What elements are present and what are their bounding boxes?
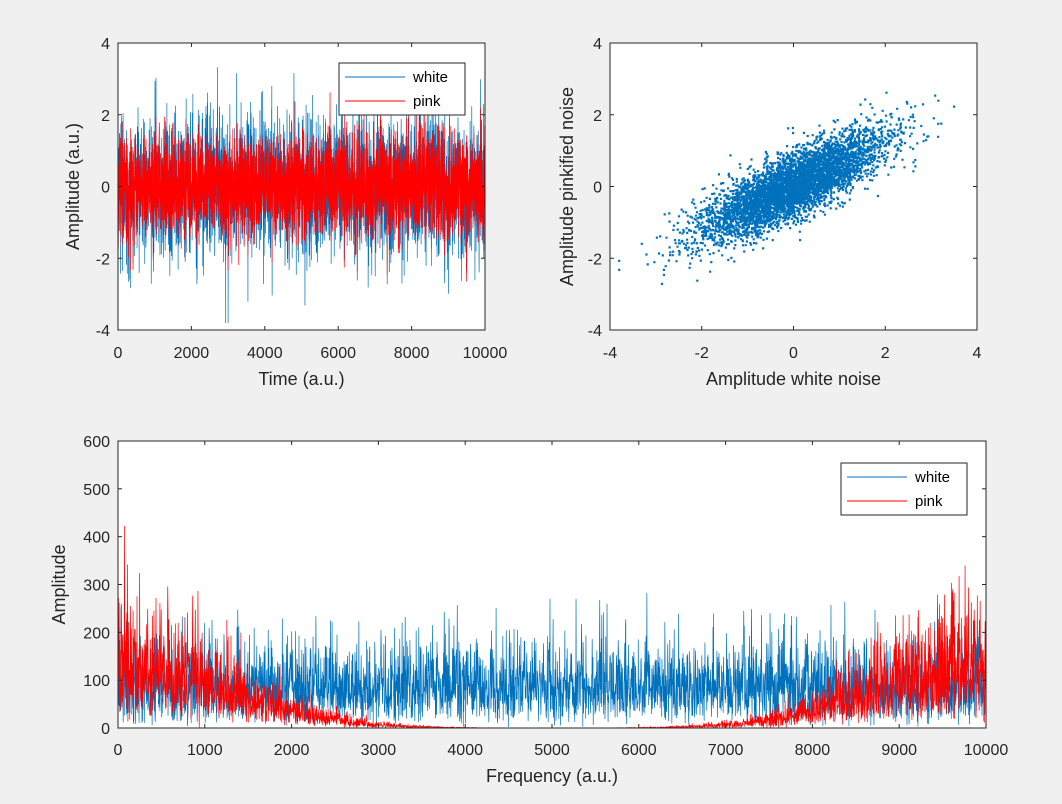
- x-tick-label: 4000: [247, 345, 283, 362]
- y-tick-label: 0: [593, 180, 602, 197]
- time-series-panel: 0 2000 4000 6000 8000 10000 -4 -2 0 2 4 …: [63, 36, 507, 389]
- y-tick-label: -4: [96, 323, 110, 340]
- legend-box: [840, 462, 968, 516]
- x-tick-label: 7000: [708, 742, 744, 759]
- y-tick-label: 100: [83, 673, 110, 690]
- spectrum-y-axis-label: Amplitude: [49, 544, 69, 624]
- x-tick-label: 0: [114, 742, 123, 759]
- x-tick-label: 9000: [881, 742, 917, 759]
- scatter-data: [618, 91, 956, 285]
- scatter-x-axis-label: Amplitude white noise: [706, 369, 881, 389]
- y-tick-label: 600: [83, 434, 110, 451]
- x-tick-label: 6000: [320, 345, 356, 362]
- x-tick-label: 8000: [795, 742, 831, 759]
- time-series-x-axis-label: Time (a.u.): [258, 369, 344, 389]
- legend-label-white: white: [914, 469, 950, 486]
- y-tick-label: 200: [83, 625, 110, 642]
- x-tick-label: 10000: [463, 345, 508, 362]
- series-line-pink: [117, 92, 486, 282]
- time-series-legend: white pink: [338, 62, 466, 116]
- scatter-points: [618, 91, 956, 285]
- y-tick-label: 500: [83, 482, 110, 499]
- y-tick-label: -4: [588, 323, 602, 340]
- y-tick-label: 4: [593, 36, 602, 53]
- scatter-ticks: [609, 42, 978, 331]
- x-tick-label: 10000: [964, 742, 1009, 759]
- y-tick-label: 400: [83, 530, 110, 547]
- x-tick-label: -2: [695, 345, 709, 362]
- y-tick-label: 4: [101, 36, 110, 53]
- spectrum-tick-labels: 0 1000 2000 3000 4000 5000 6000 7000 800…: [83, 434, 1008, 759]
- legend-label-white: white: [412, 69, 448, 86]
- y-tick-label: -2: [96, 251, 110, 268]
- scatter-y-axis-label: Amplitude pinkified noise: [557, 87, 577, 286]
- x-tick-label: 2000: [174, 345, 210, 362]
- y-tick-label: 2: [593, 108, 602, 125]
- spectrum-panel: 0 1000 2000 3000 4000 5000 6000 7000 800…: [49, 434, 1008, 786]
- x-tick-label: 4: [973, 345, 982, 362]
- time-series-data: [117, 67, 486, 324]
- y-tick-label: 2: [101, 108, 110, 125]
- x-tick-label: 8000: [394, 345, 430, 362]
- x-tick-label: 2: [881, 345, 890, 362]
- scatter-tick-labels: -4 -2 0 2 4 -4 -2 0 2 4: [588, 36, 982, 362]
- spectrum-x-axis-label: Frequency (a.u.): [486, 766, 618, 786]
- y-tick-label: 300: [83, 578, 110, 595]
- series-line-white: [117, 592, 987, 727]
- x-tick-label: 5000: [534, 742, 570, 759]
- y-tick-label: 0: [101, 180, 110, 197]
- spectrum-ticks: [117, 440, 987, 729]
- x-tick-label: 2000: [274, 742, 310, 759]
- legend-label-pink: pink: [413, 93, 441, 110]
- x-tick-label: -4: [603, 345, 617, 362]
- x-tick-label: 0: [114, 345, 123, 362]
- time-series-tick-labels: 0 2000 4000 6000 8000 10000 -4 -2 0 2 4: [96, 36, 508, 362]
- y-tick-label: 0: [101, 721, 110, 738]
- legend-box: [338, 62, 466, 116]
- x-tick-label: 1000: [187, 742, 223, 759]
- spectrum-legend: white pink: [840, 462, 968, 516]
- x-tick-label: 0: [789, 345, 798, 362]
- time-series-ticks: [117, 42, 486, 331]
- x-tick-label: 6000: [621, 742, 657, 759]
- x-tick-label: 3000: [361, 742, 397, 759]
- scatter-panel: -4 -2 0 2 4 -4 -2 0 2 4 Amplitude white …: [557, 36, 982, 389]
- legend-label-pink: pink: [915, 493, 943, 510]
- time-series-y-axis-label: Amplitude (a.u.): [63, 123, 83, 250]
- x-tick-label: 4000: [447, 742, 483, 759]
- y-tick-label: -2: [588, 251, 602, 268]
